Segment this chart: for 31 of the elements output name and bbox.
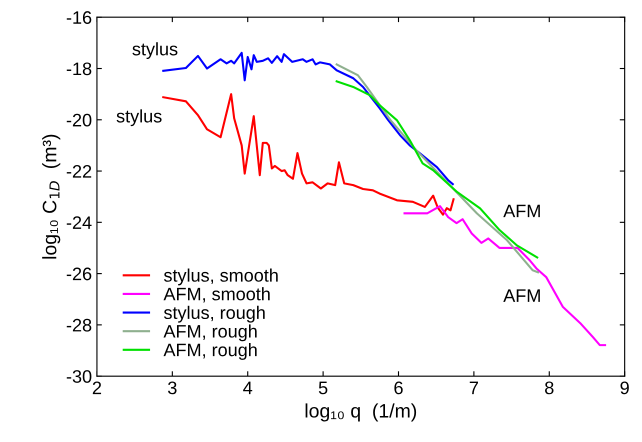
line-series	[403, 205, 606, 346]
legend-label: AFM, rough	[164, 324, 257, 342]
line-series	[162, 93, 455, 216]
x-tick-label: 6	[394, 381, 403, 394]
legend-label: stylus, rough	[164, 306, 265, 323]
annotation: AFM	[503, 204, 540, 218]
legend-label: stylus, smooth	[164, 268, 278, 286]
y-tick-label: -20	[66, 114, 92, 126]
y-tick-label: -22	[66, 164, 92, 178]
y-tick-label: -26	[66, 268, 92, 280]
y-tick-label: -18	[66, 62, 92, 76]
annotation: stylus	[116, 109, 162, 126]
x-tick-label: 7	[470, 382, 478, 394]
legend-label: AFM, rough	[164, 343, 257, 360]
x-axis-title: log₁₀ q (1/m)	[306, 403, 416, 422]
legend-label: AFM, smooth	[164, 287, 270, 303]
y-tick-label: -30	[66, 370, 92, 383]
x-tick-label: 3	[168, 381, 177, 394]
x-tick-label: 9	[620, 381, 629, 394]
x-tick-label: 4	[243, 382, 252, 394]
y-tick-label: -16	[66, 11, 92, 24]
y-axis-title: log₁₀ C$_{1D}$ (m³)	[42, 134, 60, 259]
annotation: stylus	[132, 42, 178, 60]
x-tick-label: 2	[92, 381, 102, 394]
y-tick-label: -28	[66, 318, 92, 332]
line-series	[336, 63, 540, 274]
line-series	[336, 80, 538, 258]
x-tick-label: 8	[545, 381, 554, 394]
annotation: AFM	[503, 289, 540, 302]
x-tick-label: 5	[318, 382, 328, 394]
y-tick-label: -24	[66, 216, 92, 229]
